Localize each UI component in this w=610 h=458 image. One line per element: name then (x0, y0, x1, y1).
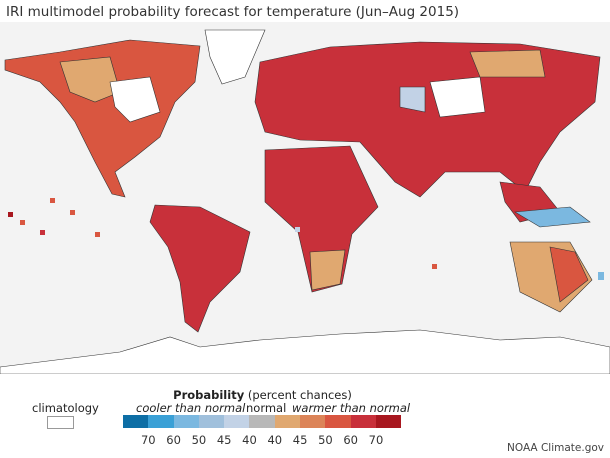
legend-colorbar (123, 415, 402, 428)
legend-heading: Probability (percent chances) (173, 388, 352, 402)
south-america (149, 204, 251, 333)
map-title: IRI multimodel probability forecast for … (6, 4, 460, 20)
credit: NOAA Climate.gov (507, 442, 604, 454)
antarctica (0, 329, 610, 374)
legend-tick-label: 50 (191, 433, 207, 447)
africa (264, 145, 379, 293)
world-forecast-map (0, 22, 610, 374)
ocean-grid-cells (8, 198, 604, 280)
normal-label: normal (246, 401, 287, 415)
climatology-area-na (109, 76, 161, 123)
legend-tick-label: 45 (216, 433, 232, 447)
north-america-west (59, 56, 121, 103)
legend-swatch (173, 415, 199, 428)
legend-swatch (350, 415, 376, 428)
legend-tick-label: 60 (343, 433, 358, 447)
legend-swatch (274, 415, 301, 428)
legend-swatch (224, 415, 250, 428)
legend-swatch (375, 415, 402, 428)
africa-south (309, 249, 346, 291)
legend-tick-label: 60 (166, 433, 181, 447)
legend-tick-label: 40 (242, 433, 257, 447)
cooler-label: cooler than normal (136, 401, 246, 415)
warmer-label: warmer than normal (292, 401, 411, 415)
legend-tick-label: 50 (318, 433, 333, 447)
warm-light-asia (469, 49, 546, 78)
legend-swatch (123, 415, 149, 428)
australia-east (549, 246, 589, 303)
climatology-label: climatology (32, 401, 99, 415)
legend-tick-label: 45 (292, 433, 308, 447)
legend-tick-label: 40 (267, 433, 283, 447)
legend-tick-label: 70 (140, 433, 156, 447)
legend-swatch (300, 415, 326, 428)
greenland (204, 29, 266, 85)
legend-swatch (325, 415, 351, 428)
climatology-swatch (47, 416, 74, 429)
legend-swatch (198, 415, 225, 428)
europe-asia (254, 41, 601, 198)
indonesia (514, 206, 591, 228)
climatology-area-asia (429, 76, 486, 118)
cool-area-asia (399, 86, 426, 113)
legend-swatch (249, 415, 275, 428)
north-america (4, 39, 201, 198)
legend-tick-label: 70 (368, 433, 384, 447)
legend-swatch (148, 415, 174, 428)
